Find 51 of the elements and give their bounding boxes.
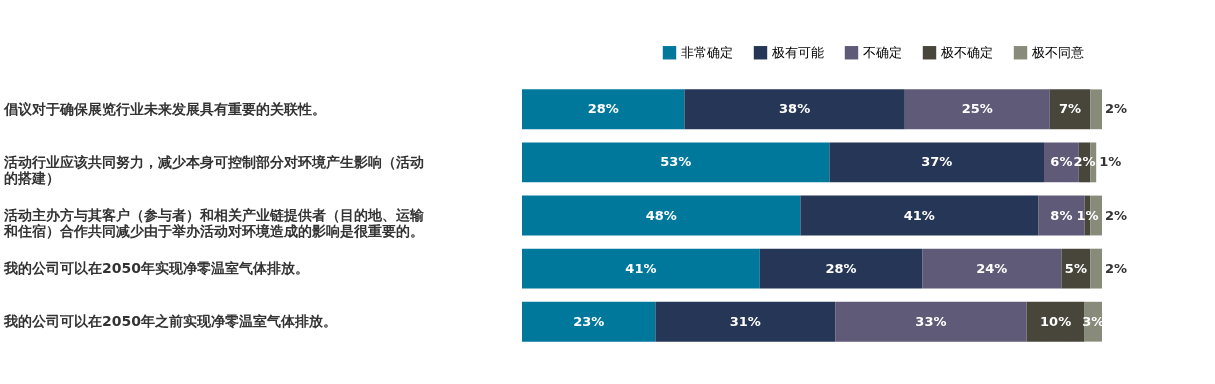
bar (522, 301, 656, 342)
y-tick-label: 活动主办方与其客户（参与者）和相关产业链提供者（目的地、运输和住宿）合作共同减少由于举办活动对环境造成的影响是很重要的。 (3, 206, 425, 239)
data-label: 31% (729, 313, 761, 329)
data-label: 28% (587, 101, 619, 117)
data-label: 33% (915, 313, 947, 329)
bar (655, 301, 836, 342)
data-label: 25% (961, 101, 993, 117)
bar (1026, 301, 1085, 342)
data-label: 37% (921, 154, 953, 170)
data-label: 28% (825, 260, 857, 276)
legend-label: 极有可能 (771, 44, 824, 60)
bar (1049, 89, 1091, 130)
y-tick-label: 倡议对于确保展览行业未来发展具有重要的关联性。 (3, 100, 326, 117)
bar (904, 89, 1050, 130)
bar (800, 195, 1039, 236)
y-tick-label: 活动行业应该共同努力，减少本身可控制部分对环境产生影响（活动的搭建） (3, 153, 424, 186)
data-label: 7% (1059, 101, 1082, 117)
bar (1090, 248, 1102, 289)
data-label: 2% (1105, 207, 1128, 223)
bar (829, 142, 1044, 183)
legend-label: 极不同意 (1031, 44, 1084, 60)
bar (684, 89, 905, 130)
bar (922, 248, 1062, 289)
data-label: 5% (1064, 260, 1087, 276)
data-label: 8% (1050, 207, 1073, 223)
data-label: 1% (1076, 207, 1099, 223)
data-label: 23% (573, 313, 605, 329)
data-label: 24% (976, 260, 1008, 276)
data-label: 10% (1040, 313, 1072, 329)
data-label: 2% (1073, 154, 1096, 170)
data-label: 41% (625, 260, 657, 276)
bar (522, 248, 760, 289)
data-label: 1% (1099, 154, 1122, 170)
y-tick-label: 我的公司可以在2050年实现净零温室气体排放。 (3, 259, 309, 276)
data-label: 2% (1105, 101, 1128, 117)
data-label: 53% (660, 154, 692, 170)
data-label: 41% (903, 207, 935, 223)
data-label: 48% (645, 207, 677, 223)
bar (759, 248, 923, 289)
data-label: 6% (1050, 154, 1073, 170)
bar (835, 301, 1027, 342)
data-label: 38% (779, 101, 811, 117)
bar (522, 89, 685, 130)
y-tick-label: 我的公司可以在2050年之前实现净零温室气体排放。 (3, 312, 337, 329)
legend-label: 非常确定 (681, 44, 733, 60)
bar (522, 195, 801, 236)
data-label: 2% (1105, 260, 1128, 276)
legend-label: 不确定 (863, 44, 902, 60)
legend-label: 极不确定 (940, 44, 993, 60)
bar (1090, 89, 1102, 130)
bar (522, 142, 830, 183)
